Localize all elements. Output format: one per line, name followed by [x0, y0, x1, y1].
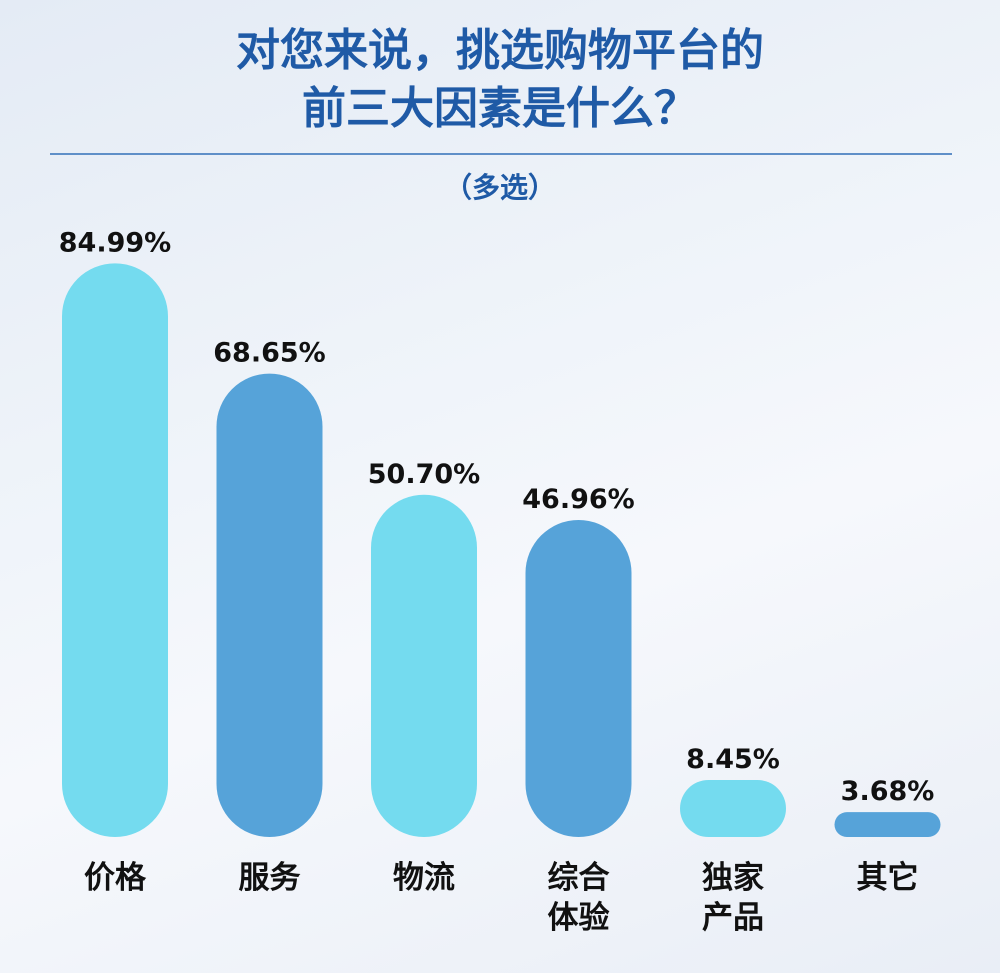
category-label-3-line-1: 体验 — [548, 900, 610, 936]
chart-subtitle: （多选） — [443, 171, 556, 204]
category-label-3-line-0: 综合 — [548, 860, 610, 896]
bar-1 — [216, 373, 323, 837]
bar-4 — [680, 779, 786, 837]
category-label-5: 其它 — [857, 860, 919, 896]
chart-title-line-1: 对您来说，挑选购物平台的 — [236, 25, 764, 76]
bar-5 — [834, 812, 941, 837]
value-label-1: 68.65% — [213, 338, 325, 369]
value-label-2: 50.70% — [368, 459, 480, 490]
bar-0 — [62, 263, 168, 837]
bar-2 — [371, 494, 477, 837]
value-label-5: 3.68% — [841, 776, 935, 807]
category-label-4-line-0: 独家 — [702, 860, 764, 896]
value-label-4: 8.45% — [686, 744, 780, 775]
bar-3 — [525, 520, 632, 837]
category-label-0: 价格 — [84, 860, 147, 896]
value-label-0: 84.99% — [59, 227, 171, 258]
category-label-1: 服务 — [239, 860, 301, 896]
title-divider — [50, 153, 952, 155]
category-label-2: 物流 — [393, 860, 455, 896]
chart-title-line-2: 前三大因素是什么？ — [302, 83, 698, 134]
chart-title: 对您来说，挑选购物平台的 前三大因素是什么？ — [0, 22, 1000, 138]
category-label-4-line-1: 产品 — [702, 900, 764, 936]
value-label-3: 46.96% — [522, 484, 634, 515]
